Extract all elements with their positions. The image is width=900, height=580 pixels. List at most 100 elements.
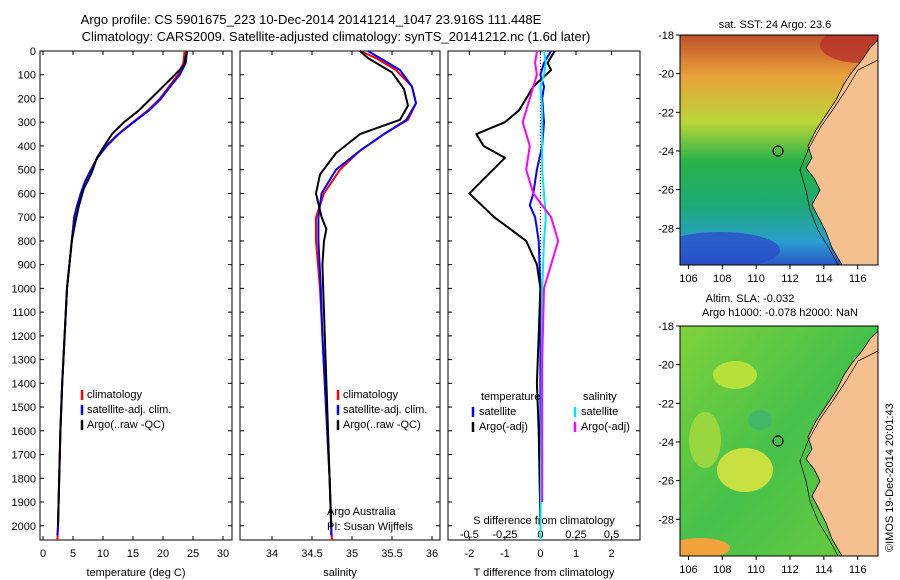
y-tick-label: 1500: [12, 402, 36, 414]
x-tick-label: 0: [537, 548, 543, 560]
legend-entry: climatology: [343, 389, 399, 401]
map-y-tick-label: -28: [658, 514, 674, 526]
title-line-1: Argo profile: CS 5901675_223 10-Dec-2014…: [81, 12, 542, 27]
y-tick-label: 800: [18, 236, 36, 248]
sst-map-frame: [679, 34, 879, 266]
sla-patch: [717, 448, 773, 492]
x-tick-label: 25: [187, 548, 199, 560]
temperature-series-line-2: [57, 50, 188, 526]
top-tick-label: -0.5: [460, 529, 479, 541]
x-tick-label: 2: [608, 548, 614, 560]
y-tick-label: 900: [18, 260, 36, 272]
top-tick-label: 0.5: [604, 529, 619, 541]
difference-series-line-1: [468, 50, 556, 526]
x-tick-label: 36: [426, 548, 438, 560]
map-x-tick-label: 112: [781, 564, 799, 576]
sla-map-title-1: Altim. SLA: -0.032: [706, 293, 795, 305]
sla-map-panel: Altim. SLA: -0.032 Argo h1000: -0.078 h2…: [658, 293, 879, 576]
x-tick-label: 10: [97, 548, 109, 560]
y-tick-label: 500: [18, 165, 36, 177]
sst-coastline-offshore: [799, 59, 878, 265]
y-tick-label: 700: [18, 212, 36, 224]
salinity-series-line-2: [315, 50, 409, 526]
difference-series-line-2: [539, 50, 547, 541]
x-tick-label: -1: [500, 548, 510, 560]
sla-map-axes: 106 108 110 112 114 116 -18 -20 -22 -24 -26 -28: [658, 321, 866, 576]
y-tick-label: 2000: [12, 521, 36, 533]
map-x-tick-label: 114: [815, 564, 833, 576]
map-x-tick-label: 108: [713, 273, 731, 285]
difference-profile-panel: -2 -1 0 1 2 T difference from climatology S di…: [447, 50, 641, 579]
temperature-x-axis-label: temperature (deg C): [86, 567, 185, 579]
x-tick-label: 34.5: [301, 548, 322, 560]
map-y-tick-label: -26: [658, 476, 674, 488]
sla-map-frame: [679, 325, 879, 557]
sla-patch: [689, 412, 721, 468]
sst-map-panel: sat. SST: 24 Argo: 23.6 106 108 110 112 114 1…: [658, 19, 879, 285]
x-tick-label: 5: [70, 548, 76, 560]
sst-argo-marker: [772, 145, 784, 157]
legend-entry: Argo(-adj): [479, 421, 528, 433]
title-line-2: Climatology: CARS2009. Satellite-adjuste…: [82, 29, 591, 44]
sst-map-title: sat. SST: 24 Argo: 23.6: [719, 19, 832, 31]
x-tick-label: 1: [573, 548, 579, 560]
x-tick-label: 34: [266, 548, 278, 560]
y-tick-label: 1400: [12, 378, 36, 390]
x-tick-label: 0: [40, 548, 46, 560]
y-tick-label: 400: [18, 141, 36, 153]
map-x-tick-label: 108: [713, 564, 731, 576]
map-y-tick-label: -18: [658, 321, 674, 333]
map-y-tick-label: -28: [658, 223, 674, 235]
difference-series-line-0: [528, 50, 552, 526]
map-y-tick-label: -24: [658, 146, 674, 158]
y-tick-label: 1900: [12, 497, 36, 509]
map-y-tick-label: -20: [658, 360, 674, 372]
legend-entry: Argo(..raw -QC): [87, 419, 165, 431]
legend-entry: satellite: [581, 406, 618, 418]
difference-x-axis-label: T difference from climatology: [474, 567, 615, 579]
y-tick-label: 1300: [12, 355, 36, 367]
salinity-annotation: PI: Susan Wijffels: [327, 521, 413, 533]
x-tick-label: -2: [464, 548, 474, 560]
y-tick-label: 1800: [12, 473, 36, 485]
y-tick-label: 600: [18, 188, 36, 200]
map-y-tick-label: -24: [658, 437, 674, 449]
sst-cool-patch: [680, 232, 780, 265]
legend-entry: climatology: [87, 389, 143, 401]
legend-entry: satellite: [479, 406, 516, 418]
map-y-tick-label: -22: [658, 398, 674, 410]
map-x-tick-label: 116: [849, 564, 867, 576]
y-tick-label: 1700: [12, 450, 36, 462]
sla-patch: [748, 410, 772, 430]
y-tick-label: 200: [18, 93, 36, 105]
map-x-tick-label: 106: [679, 273, 697, 285]
x-tick-label: 15: [127, 548, 139, 560]
sla-coastline-offshore: [799, 350, 878, 556]
y-tick-label: 1200: [12, 331, 36, 343]
sla-argo-marker: [772, 435, 784, 447]
map-y-tick-label: -26: [658, 185, 674, 197]
x-tick-label: 35: [346, 548, 358, 560]
legend-entry: Argo(..raw -QC): [343, 419, 421, 431]
x-tick-label: 30: [217, 548, 229, 560]
imos-credit: ©IMOS 19-Dec-2014 20:01:43: [884, 403, 896, 552]
y-tick-label: 300: [18, 117, 36, 129]
sst-land: [805, 35, 878, 265]
y-tick-label: 100: [18, 70, 36, 82]
temperature-profile-panel: 0100200300400500600700800900100011001200…: [12, 46, 233, 579]
sla-land: [805, 326, 878, 556]
salinity-profile-panel: 34 34.5 35 35.5 36 salinity climatology satelli…: [239, 50, 441, 579]
x-tick-label: 20: [157, 548, 169, 560]
difference-series-line-3: [521, 50, 560, 502]
legend-entry: temperature: [481, 391, 540, 403]
map-x-tick-label: 114: [815, 273, 833, 285]
sla-patch: [713, 361, 757, 389]
salinity-annotation: Argo Australia: [327, 506, 396, 518]
legend-entry: salinity: [583, 391, 617, 403]
salinity-plot-frame: [239, 50, 441, 541]
top-tick-label: 0.25: [565, 529, 586, 541]
y-tick-label: 1600: [12, 426, 36, 438]
map-x-tick-label: 110: [747, 273, 765, 285]
sst-map-axes: 106 108 110 112 114 116 -18 -20 -22 -24 -26 -28: [658, 30, 866, 285]
